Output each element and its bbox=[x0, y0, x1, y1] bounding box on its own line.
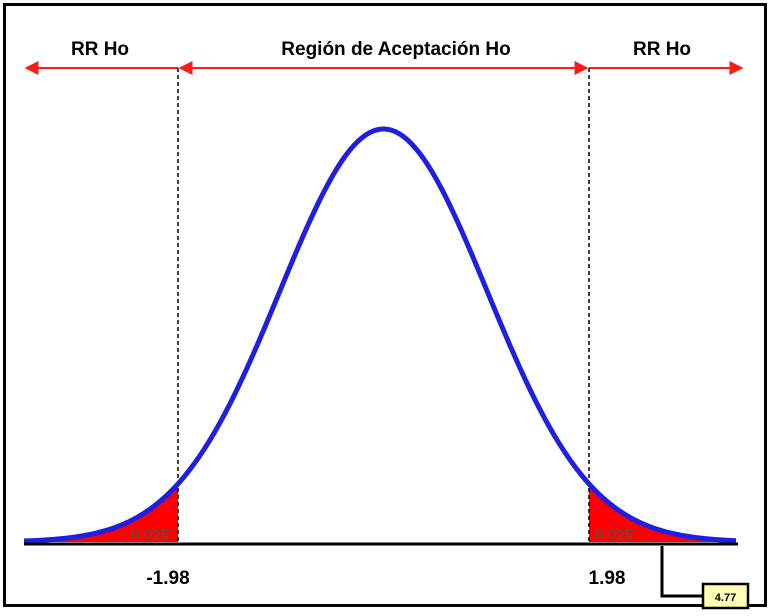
left-tail-area bbox=[24, 483, 178, 542]
test-statistic-connector bbox=[660, 546, 703, 598]
right-rejection-label: RR Ho bbox=[633, 39, 691, 60]
test-statistic-box bbox=[701, 582, 750, 610]
left-rejection-label: RR Ho bbox=[71, 39, 129, 60]
right-tail-area bbox=[589, 483, 736, 542]
right-tail-area-label: 0.025 bbox=[595, 527, 633, 544]
test-statistic-value: 4.77 bbox=[715, 592, 736, 604]
acceptance-region-label: Región de Aceptación Ho bbox=[281, 39, 510, 60]
left-tail-area-label: 0.025 bbox=[131, 527, 169, 544]
upper-critical-value: 1.98 bbox=[589, 568, 626, 589]
normal-curve bbox=[23, 126, 737, 544]
diagram-frame bbox=[3, 3, 767, 607]
lower-critical-value: -1.98 bbox=[146, 568, 189, 589]
